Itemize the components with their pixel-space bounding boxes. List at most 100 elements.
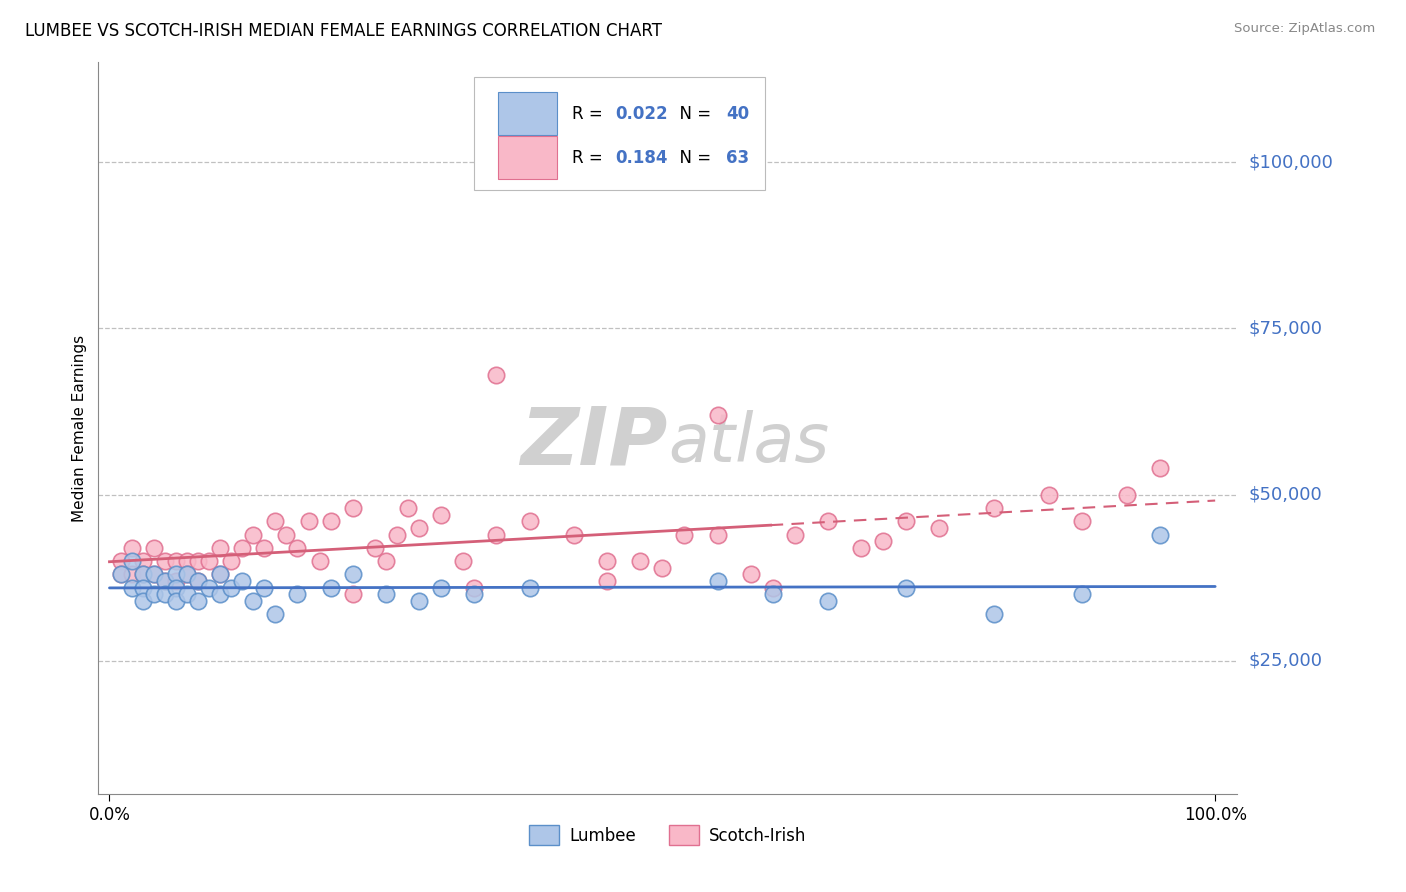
Point	[231, 574, 253, 588]
Point	[374, 587, 396, 601]
Point	[209, 567, 232, 582]
Point	[430, 508, 453, 522]
Point	[176, 567, 198, 582]
Point	[651, 561, 673, 575]
Text: 63: 63	[725, 149, 749, 167]
Point	[110, 567, 132, 582]
Point	[596, 574, 619, 588]
Point	[485, 368, 508, 382]
Text: R =: R =	[572, 104, 609, 122]
Point	[176, 587, 198, 601]
Point	[253, 541, 276, 555]
Point	[983, 500, 1005, 515]
Point	[519, 514, 541, 528]
FancyBboxPatch shape	[498, 92, 557, 136]
Point	[165, 581, 187, 595]
Point	[374, 554, 396, 568]
Point	[485, 527, 508, 541]
Point	[253, 581, 276, 595]
Point	[762, 587, 785, 601]
Point	[131, 567, 153, 582]
Point	[596, 554, 619, 568]
Point	[287, 541, 309, 555]
Point	[1038, 488, 1060, 502]
Point	[153, 574, 176, 588]
Point	[673, 527, 696, 541]
Point	[131, 567, 153, 582]
FancyBboxPatch shape	[474, 77, 765, 191]
Point	[762, 581, 785, 595]
Point	[463, 587, 485, 601]
Text: $75,000: $75,000	[1249, 319, 1323, 337]
Point	[1149, 527, 1171, 541]
Point	[928, 521, 950, 535]
Point	[110, 554, 132, 568]
Point	[187, 574, 209, 588]
Point	[308, 554, 330, 568]
Point	[740, 567, 762, 582]
Point	[142, 587, 165, 601]
Point	[219, 581, 242, 595]
Text: N =: N =	[669, 104, 717, 122]
Point	[408, 521, 430, 535]
Point	[219, 554, 242, 568]
Text: ZIP: ZIP	[520, 404, 668, 482]
Point	[983, 607, 1005, 622]
Y-axis label: Median Female Earnings: Median Female Earnings	[72, 334, 87, 522]
Point	[1115, 488, 1137, 502]
Point	[628, 554, 651, 568]
Point	[276, 527, 298, 541]
Point	[165, 574, 187, 588]
Point	[287, 587, 309, 601]
Text: Source: ZipAtlas.com: Source: ZipAtlas.com	[1234, 22, 1375, 36]
Text: 0.022: 0.022	[616, 104, 668, 122]
Point	[817, 594, 839, 608]
Point	[342, 567, 364, 582]
Text: 40: 40	[725, 104, 749, 122]
Point	[242, 594, 264, 608]
Point	[463, 581, 485, 595]
Text: $100,000: $100,000	[1249, 153, 1333, 171]
Point	[198, 554, 221, 568]
Point	[153, 554, 176, 568]
Point	[187, 554, 209, 568]
Point	[319, 514, 342, 528]
Point	[198, 581, 221, 595]
Text: R =: R =	[572, 149, 609, 167]
Point	[121, 581, 143, 595]
Point	[319, 581, 342, 595]
Point	[165, 594, 187, 608]
Point	[142, 567, 165, 582]
Point	[153, 587, 176, 601]
Point	[453, 554, 475, 568]
Text: 0.184: 0.184	[616, 149, 668, 167]
Point	[342, 500, 364, 515]
Point	[851, 541, 873, 555]
Point	[121, 541, 143, 555]
Point	[142, 567, 165, 582]
Point	[706, 408, 728, 422]
Point	[706, 574, 728, 588]
Point	[1071, 514, 1094, 528]
Point	[131, 554, 153, 568]
Point	[209, 541, 232, 555]
Legend: Lumbee, Scotch-Irish: Lumbee, Scotch-Irish	[523, 819, 813, 851]
Point	[209, 587, 232, 601]
Point	[264, 514, 287, 528]
Point	[297, 514, 319, 528]
Point	[142, 541, 165, 555]
Point	[562, 527, 585, 541]
Point	[165, 554, 187, 568]
Text: N =: N =	[669, 149, 717, 167]
Point	[187, 594, 209, 608]
Point	[121, 554, 143, 568]
Text: $50,000: $50,000	[1249, 485, 1322, 504]
Point	[430, 581, 453, 595]
Point	[396, 500, 419, 515]
Point	[706, 527, 728, 541]
FancyBboxPatch shape	[498, 136, 557, 179]
Point	[165, 567, 187, 582]
Point	[519, 581, 541, 595]
Point	[187, 574, 209, 588]
Point	[131, 594, 153, 608]
